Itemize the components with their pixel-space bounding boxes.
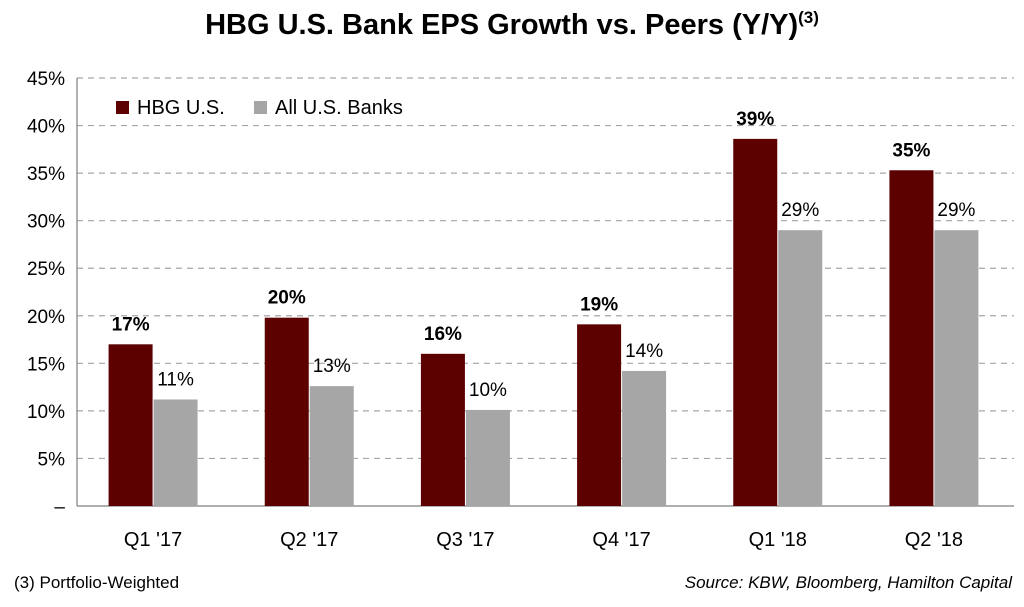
- y-tick-label: 35%: [27, 164, 65, 185]
- bar-all-us-banks: [934, 230, 979, 506]
- y-tick-label: 25%: [27, 259, 65, 280]
- y-tick-label: 20%: [27, 307, 65, 328]
- y-tick-label: 15%: [27, 354, 65, 375]
- bar-hbg-us: [577, 324, 622, 506]
- data-labels: 17% 11% 20% 13% 16% 10% 19% 14% 39% 29% 35% 29%: [112, 109, 976, 401]
- bar-hbg-us: [420, 353, 465, 506]
- footnote: (3) Portfolio-Weighted: [14, 573, 180, 592]
- x-category-label: Q2 '18: [905, 529, 963, 551]
- legend-swatch-all-us-banks: [254, 101, 267, 114]
- chart-title-superscript: (3): [798, 8, 819, 27]
- bar-all-us-banks: [465, 409, 510, 506]
- bar-hbg-us: [733, 138, 778, 507]
- bar-hbg-us: [108, 344, 153, 506]
- data-label-hbg-us: 35%: [892, 140, 930, 161]
- axes: – 5% 10% 15% 20% 25% 30% 35% 40% 45% Q1 '17 Q2 '17 Q…: [27, 69, 1014, 551]
- bar-all-us-banks: [622, 370, 667, 506]
- bar-all-us-banks: [778, 230, 823, 506]
- y-tick-label: 10%: [27, 402, 65, 423]
- x-category-label: Q2 '17: [280, 529, 338, 551]
- y-tick-label: 40%: [27, 117, 65, 138]
- data-label-hbg-us: 20%: [268, 288, 306, 309]
- x-category-label: Q4 '17: [592, 529, 650, 551]
- data-label-hbg-us: 39%: [736, 109, 774, 130]
- legend: HBG U.S. All U.S. Banks: [116, 97, 403, 119]
- data-label-all-us-banks: 11%: [157, 369, 194, 390]
- data-label-all-us-banks: 14%: [625, 341, 663, 362]
- data-label-hbg-us: 19%: [580, 294, 618, 315]
- chart-title: HBG U.S. Bank EPS Growth vs. Peers (Y/Y)…: [205, 8, 819, 41]
- legend-label-hbg-us: HBG U.S.: [137, 97, 225, 119]
- gridlines: [77, 77, 1014, 460]
- bar-all-us-banks: [153, 399, 198, 506]
- x-category-label: Q1 '17: [124, 529, 182, 551]
- legend-swatch-hbg-us: [116, 101, 129, 114]
- bar-hbg-us: [889, 170, 934, 506]
- y-tick-label: 5%: [38, 449, 66, 470]
- x-category-label: Q3 '17: [436, 529, 494, 551]
- chart-title-main: HBG U.S. Bank EPS Growth vs. Peers (Y/Y): [205, 9, 798, 41]
- bar-hbg-us: [264, 317, 309, 506]
- data-label-hbg-us: 17%: [112, 314, 150, 335]
- bars: [108, 138, 979, 507]
- data-label-all-us-banks: 29%: [781, 200, 819, 221]
- legend-label-all-us-banks: All U.S. Banks: [275, 97, 403, 119]
- data-label-hbg-us: 16%: [424, 324, 462, 345]
- data-label-all-us-banks: 10%: [469, 380, 507, 401]
- y-tick-label: –: [54, 497, 65, 518]
- y-tick-label: 45%: [27, 69, 65, 90]
- bar-all-us-banks: [309, 386, 354, 506]
- data-label-all-us-banks: 13%: [313, 356, 351, 377]
- data-label-all-us-banks: 29%: [937, 200, 975, 221]
- y-tick-label: 30%: [27, 212, 65, 233]
- x-category-label: Q1 '18: [749, 529, 807, 551]
- source-note: Source: KBW, Bloomberg, Hamilton Capital: [684, 573, 1012, 592]
